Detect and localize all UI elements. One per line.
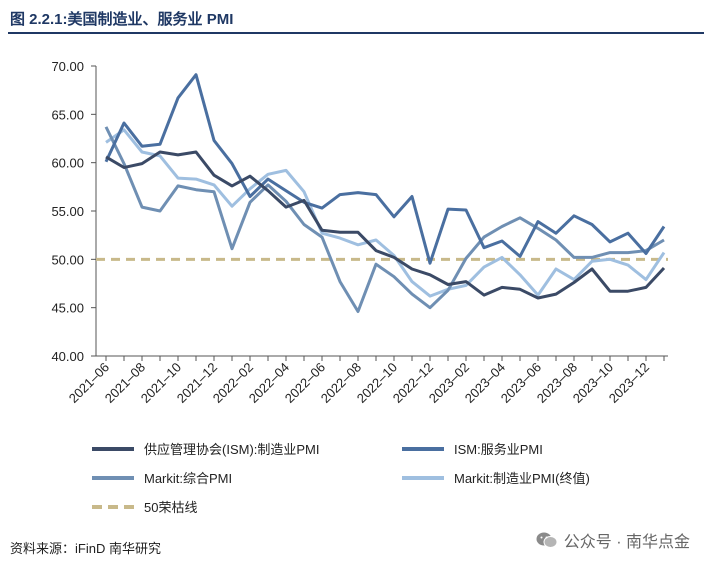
source-note: 资料来源：iFinD 南华研究 (10, 541, 161, 556)
y-tick-label: 45.00 (51, 301, 84, 316)
title-divider (8, 32, 704, 34)
legend-label: Markit:综合PMI (144, 471, 232, 486)
legend-label: Markit:制造业PMI(终值) (454, 471, 590, 486)
series-line-0 (105, 150, 666, 300)
x-tick-label: 2023–12 (606, 360, 652, 406)
y-tick-label: 55.00 (51, 204, 84, 219)
legend-label: 50荣枯线 (144, 500, 197, 515)
y-tick-label: 40.00 (51, 349, 84, 364)
series-line-3 (105, 128, 666, 298)
y-tick-label: 70.00 (51, 59, 84, 74)
y-tick-label: 50.00 (51, 252, 84, 267)
legend-label: ISM:服务业PMI (454, 442, 543, 457)
watermark: 公众号 · 南华点金 (536, 528, 690, 552)
wechat-icon (536, 531, 558, 549)
series-line-1 (104, 73, 666, 265)
chart-title: 图 2.2.1:美国制造业、服务业 PMI (10, 11, 234, 28)
series-line-2 (104, 126, 665, 313)
legend-label: 供应管理协会(ISM):制造业PMI (144, 442, 320, 457)
y-tick-label: 65.00 (51, 107, 84, 122)
pmi-line-chart: 40.0045.0050.0055.0060.0065.0070.002021–… (51, 59, 668, 515)
watermark-text: 公众号 · 南华点金 (563, 534, 690, 551)
y-tick-label: 60.00 (51, 156, 84, 171)
